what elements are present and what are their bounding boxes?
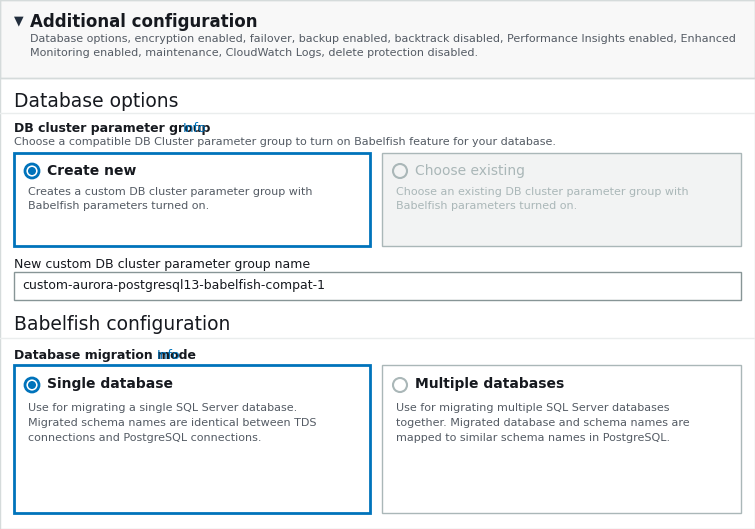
Circle shape <box>25 378 39 392</box>
Text: custom-aurora-postgresql13-babelfish-compat-1: custom-aurora-postgresql13-babelfish-com… <box>22 279 325 293</box>
Text: Info: Info <box>157 349 180 362</box>
Text: Multiple databases: Multiple databases <box>415 377 564 391</box>
Bar <box>382 153 741 246</box>
Circle shape <box>28 167 36 175</box>
Text: Choose existing: Choose existing <box>415 164 525 178</box>
Bar <box>14 272 741 300</box>
Text: Database options, encryption enabled, failover, backup enabled, backtrack disabl: Database options, encryption enabled, fa… <box>30 34 736 58</box>
Text: Database migration mode: Database migration mode <box>14 349 196 362</box>
Text: Use for migrating multiple SQL Server databases
together. Migrated database and : Use for migrating multiple SQL Server da… <box>396 403 689 443</box>
Text: Single database: Single database <box>47 377 173 391</box>
Text: Choose an existing DB cluster parameter group with
Babelfish parameters turned o: Choose an existing DB cluster parameter … <box>396 187 689 211</box>
Text: DB cluster parameter group: DB cluster parameter group <box>14 122 211 135</box>
Text: New custom DB cluster parameter group name: New custom DB cluster parameter group na… <box>14 258 310 271</box>
Bar <box>14 153 370 246</box>
Circle shape <box>25 164 39 178</box>
Text: Create new: Create new <box>47 164 137 178</box>
Circle shape <box>393 164 407 178</box>
Bar <box>0 0 755 78</box>
Text: Creates a custom DB cluster parameter group with
Babelfish parameters turned on.: Creates a custom DB cluster parameter gr… <box>28 187 313 211</box>
Text: Info: Info <box>183 122 207 135</box>
Text: Babelfish configuration: Babelfish configuration <box>14 315 230 334</box>
Bar <box>14 365 370 513</box>
Text: Use for migrating a single SQL Server database.
Migrated schema names are identi: Use for migrating a single SQL Server da… <box>28 403 316 443</box>
Bar <box>382 365 741 513</box>
Text: ▼: ▼ <box>14 14 23 27</box>
Circle shape <box>393 378 407 392</box>
Text: Additional configuration: Additional configuration <box>30 13 257 31</box>
Text: Database options: Database options <box>14 92 178 111</box>
Text: Choose a compatible DB Cluster parameter group to turn on Babelfish feature for : Choose a compatible DB Cluster parameter… <box>14 137 556 147</box>
Circle shape <box>28 381 36 389</box>
